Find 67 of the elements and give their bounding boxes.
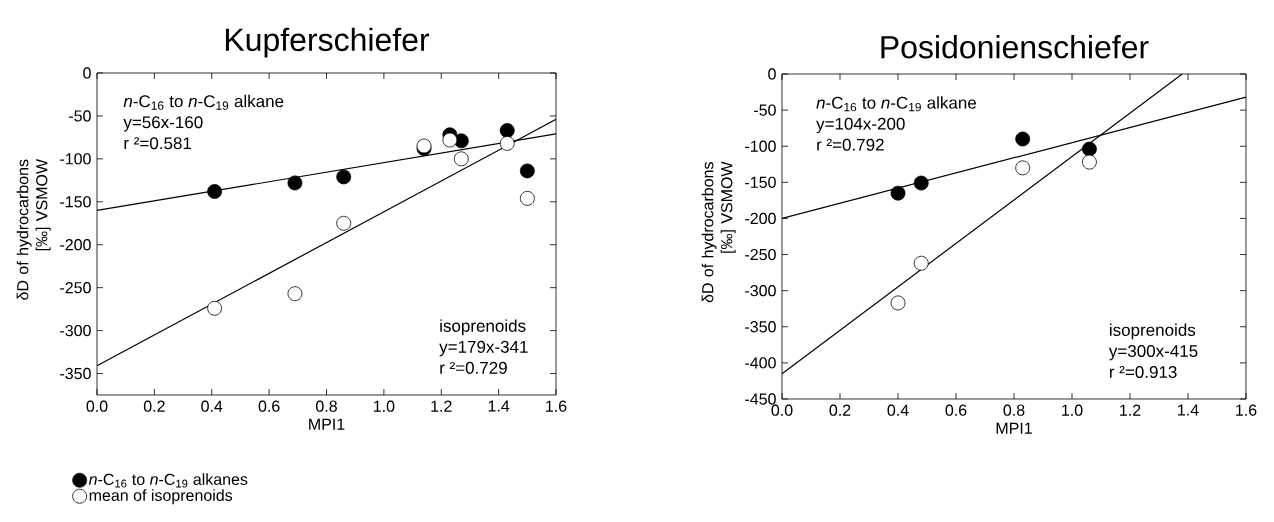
x-tick-label: 0.6 (258, 400, 280, 412)
x-tick-label: 1.6 (1236, 404, 1257, 416)
point (1082, 141, 1097, 157)
point (499, 136, 515, 151)
x-axis-title: MPI1 (309, 418, 345, 430)
annotation: n-C$_{16}$ to n-C$_{19}$ alkane (816, 96, 977, 112)
y-tick-label: -50 (754, 104, 776, 116)
x-tick-label: 0.8 (316, 400, 337, 412)
x-tick-label: 0.8 (1003, 404, 1025, 416)
y-tick-label: -50 (69, 110, 91, 122)
x-tick-label: 1.4 (488, 400, 510, 412)
annotation: y=56x-160 (123, 116, 203, 132)
point (442, 132, 458, 148)
x-tick-label: 0.4 (887, 404, 909, 416)
x-axis-title: MPI1 (996, 422, 1032, 434)
chart-title: Kupferschiefer (225, 27, 430, 58)
point (287, 175, 303, 191)
annotation: y=300x-415 (1108, 344, 1198, 361)
legend-label: mean of isoprenoids (89, 489, 233, 505)
x-tick-label: 1.0 (1062, 404, 1083, 416)
x-tick-label: 0.4 (201, 400, 223, 412)
y-tick-label: -150 (60, 196, 91, 208)
x-tick-label: 0.2 (829, 404, 851, 416)
annotation: r ²=0.729 (440, 361, 507, 374)
y-tick-label: -250 (60, 282, 91, 294)
x-tick-label: 0.0 (771, 404, 793, 416)
annotation: y=104x-200 (816, 117, 905, 134)
y-tick-label: -350 (745, 321, 776, 333)
x-tick-label: 1.4 (1178, 404, 1199, 416)
x-tick-label: 1.6 (546, 400, 567, 412)
y-tick-label: -150 (745, 176, 776, 188)
y-axis-title: δD of hydrocarbons [‰] VSMOW (701, 161, 736, 303)
y-tick-label: -450 (745, 393, 776, 405)
y-tick-label: -100 (60, 153, 91, 165)
point (499, 123, 515, 138)
annotation: r ²=0.913 (1109, 365, 1177, 379)
x-tick-label: 0.0 (86, 400, 108, 412)
point (519, 163, 535, 179)
y-tick-label: -350 (60, 367, 91, 380)
point (336, 169, 352, 185)
point (913, 175, 929, 191)
point (207, 184, 223, 199)
y-axis-title: δD of hydrocarbons [‰] VSMOW (16, 159, 51, 300)
x-tick-label: 0.2 (143, 400, 165, 412)
y-tick-label: -100 (745, 140, 776, 152)
x-tick-label: 1.2 (1120, 404, 1141, 416)
annotation: r ²=0.581 (124, 137, 192, 150)
x-tick-label: 1.0 (373, 400, 395, 412)
annotation: y=179x-341 (439, 340, 528, 357)
y-tick-label: 0 (83, 67, 91, 79)
annotation: isoprenoids (440, 319, 526, 336)
y-tick-label: -200 (745, 212, 776, 225)
y-tick-label: -300 (60, 324, 91, 337)
point (1015, 131, 1031, 147)
annotation: isoprenoids (1110, 323, 1196, 340)
x-tick-label: 0.6 (945, 404, 967, 416)
annotation: n-C$_{16}$ to n-C$_{19}$ alkane (123, 94, 284, 110)
y-tick-label: -300 (745, 285, 776, 297)
annotation: r ²=0.792 (817, 138, 884, 151)
y-tick-label: -400 (745, 357, 776, 369)
point (890, 185, 906, 201)
y-tick-label: -200 (60, 239, 91, 251)
legend-label: n-C$_{16}$ to n-C$_{19}$ alkanes (88, 473, 248, 488)
y-tick-label: 0 (768, 68, 776, 80)
chart-title: Posidonienschiefer (881, 34, 1149, 59)
x-tick-label: 1.2 (431, 400, 452, 412)
y-tick-label: -250 (745, 248, 776, 261)
